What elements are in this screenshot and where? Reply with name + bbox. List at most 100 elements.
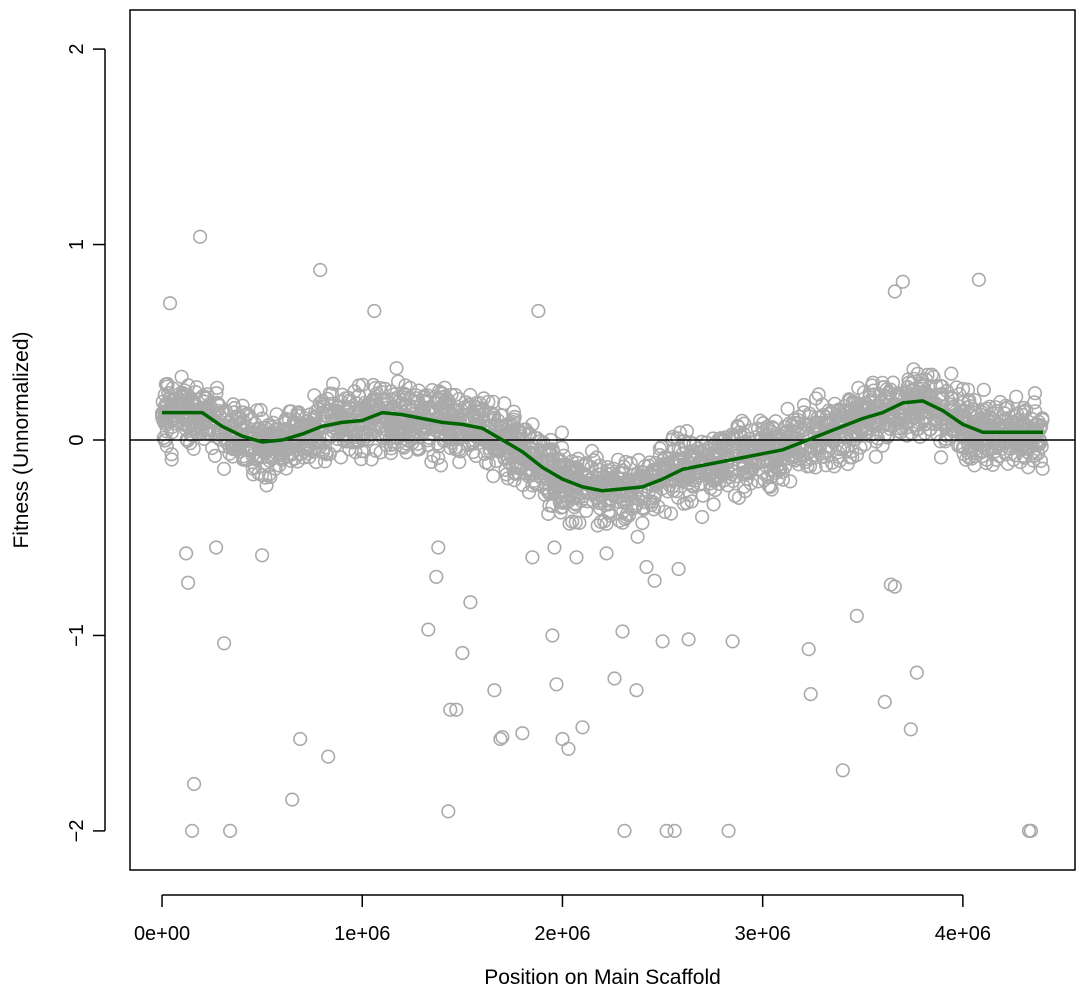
- data-point: [826, 413, 841, 428]
- data-point: [1025, 445, 1041, 460]
- data-point: [635, 515, 650, 531]
- data-point: [298, 417, 313, 432]
- data-point: [764, 482, 779, 497]
- data-point: [725, 430, 740, 445]
- data-point: [618, 454, 633, 470]
- data-point: [180, 395, 195, 410]
- outlier-point: [525, 550, 540, 565]
- data-point: [567, 500, 582, 515]
- data-point: [205, 440, 220, 456]
- data-point: [729, 448, 745, 463]
- data-point: [333, 450, 349, 465]
- data-point: [848, 431, 863, 446]
- data-point: [1035, 461, 1050, 476]
- outlier-point: [162, 296, 178, 311]
- data-point: [580, 494, 595, 509]
- data-point: [260, 449, 275, 465]
- data-point: [601, 504, 617, 519]
- data-point: [670, 431, 685, 446]
- data-point: [628, 498, 643, 513]
- outlier-point: [531, 303, 546, 319]
- data-point: [521, 485, 537, 500]
- data-point: [956, 440, 972, 455]
- outlier-point: [547, 540, 562, 555]
- data-point: [417, 402, 432, 417]
- data-point: [433, 458, 449, 473]
- data-point: [216, 461, 232, 477]
- data-point: [703, 481, 718, 496]
- data-point: [586, 453, 601, 468]
- data-point: [611, 479, 626, 494]
- data-point: [245, 461, 260, 476]
- data-point: [317, 454, 333, 469]
- data-point: [174, 369, 189, 384]
- data-point: [955, 395, 970, 410]
- data-point: [322, 386, 337, 401]
- outlier-point: [725, 634, 740, 649]
- x-tick-label: 1e+06: [334, 923, 390, 945]
- data-point: [279, 461, 294, 476]
- data-point: [803, 450, 819, 466]
- data-point: [776, 429, 791, 444]
- outlier-point: [575, 720, 590, 735]
- data-point: [236, 452, 251, 467]
- outlier-point: [549, 677, 564, 692]
- y-tick-label: −2: [66, 820, 88, 843]
- data-point: [1016, 400, 1032, 416]
- data-point: [803, 440, 819, 455]
- data-point: [630, 529, 645, 544]
- data-point: [881, 428, 896, 443]
- data-point: [1031, 414, 1046, 429]
- data-point: [199, 408, 214, 423]
- outlier-point: [515, 726, 530, 741]
- outlier-point: [835, 763, 850, 778]
- data-point: [263, 469, 278, 485]
- data-point: [209, 386, 224, 401]
- data-point: [683, 435, 698, 450]
- data-point: [330, 419, 345, 434]
- outlier-point: [181, 575, 196, 590]
- data-point: [411, 383, 426, 398]
- data-point: [615, 515, 630, 530]
- data-point: [238, 434, 253, 449]
- data-point: [257, 420, 272, 436]
- data-point: [630, 467, 645, 482]
- data-point: [746, 444, 761, 459]
- data-point: [737, 458, 752, 473]
- data-point: [451, 442, 467, 457]
- data-point: [183, 436, 198, 451]
- outlier-point: [449, 702, 464, 717]
- data-point: [309, 410, 324, 425]
- data-point: [550, 451, 565, 466]
- data-point: [802, 459, 818, 474]
- data-point: [368, 380, 383, 396]
- data-point: [253, 402, 268, 418]
- data-point: [617, 495, 632, 510]
- data-point: [210, 395, 225, 411]
- data-point: [328, 420, 343, 435]
- outlier-point: [463, 595, 478, 610]
- data-point: [536, 435, 551, 450]
- data-point: [1018, 441, 1033, 456]
- data-point: [652, 441, 668, 456]
- data-point: [645, 494, 660, 509]
- data-point: [572, 515, 587, 530]
- data-point: [189, 380, 204, 395]
- data-point: [772, 461, 787, 476]
- data-point: [485, 407, 500, 422]
- outlier-point: [617, 823, 632, 839]
- data-point: [196, 394, 211, 409]
- data-point: [391, 374, 406, 389]
- data-point: [964, 451, 979, 466]
- data-point: [164, 425, 179, 440]
- data-point: [590, 518, 605, 533]
- data-point: [924, 367, 939, 382]
- data-point: [468, 448, 484, 464]
- data-point: [743, 461, 758, 476]
- outlier-point: [895, 274, 910, 289]
- data-point: [391, 394, 406, 410]
- data-point: [486, 469, 501, 484]
- data-point: [941, 421, 956, 436]
